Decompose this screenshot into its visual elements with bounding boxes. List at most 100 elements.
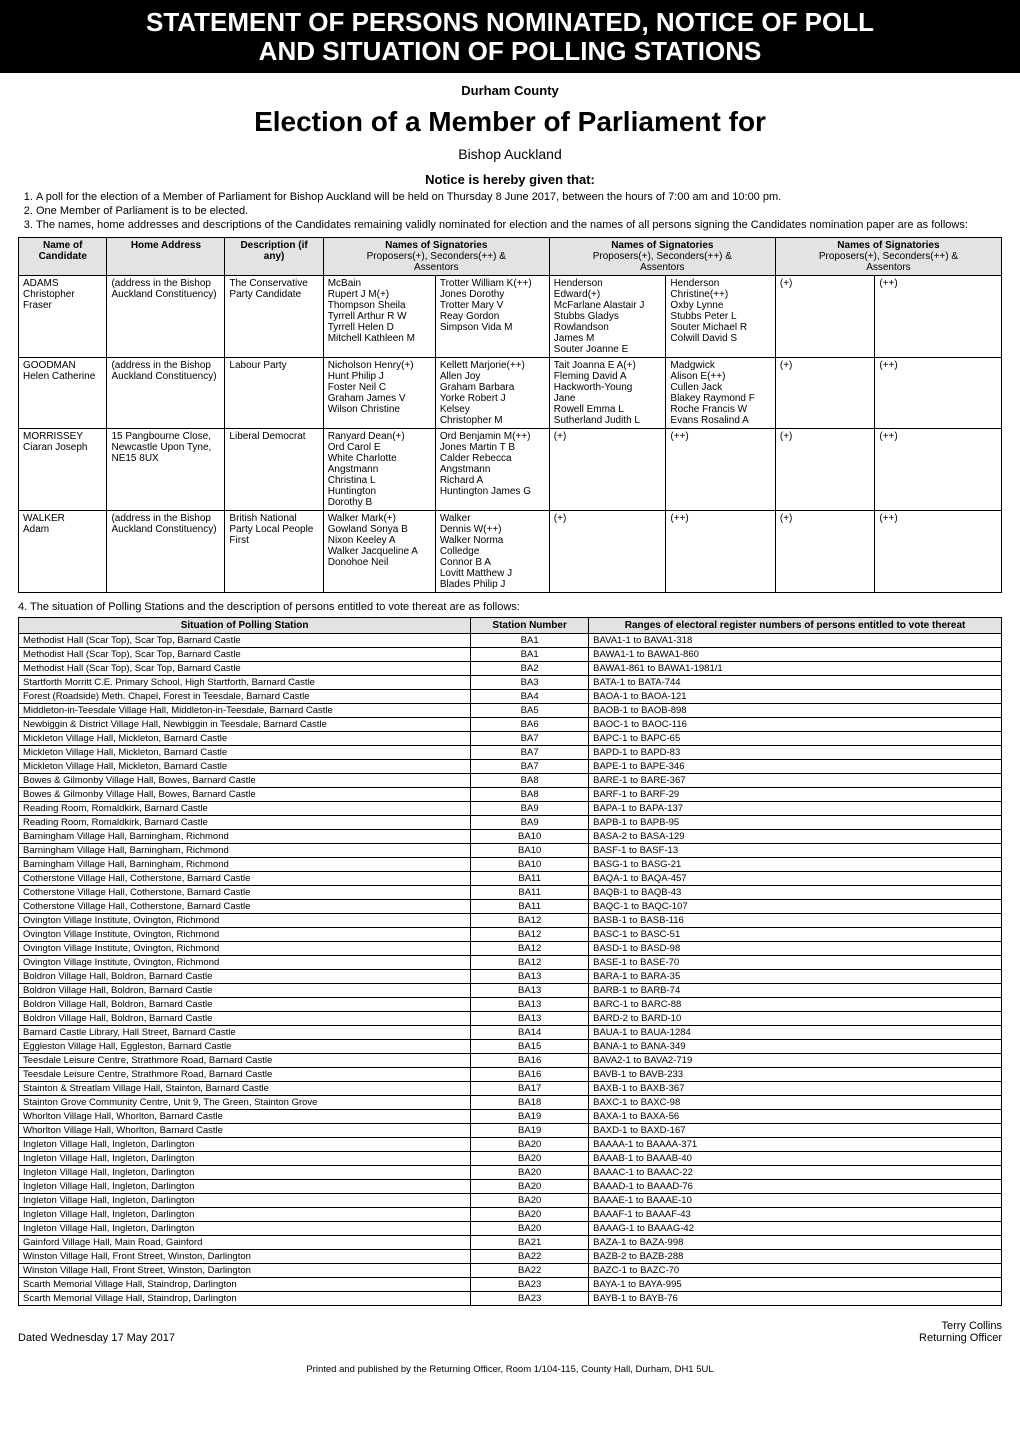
- station-number: BA20: [471, 1166, 589, 1180]
- station-range: BAVA2-1 to BAVA2-719: [589, 1054, 1002, 1068]
- th-desc: Description (if any): [225, 238, 323, 276]
- cand-address: (address in the Bishop Auckland Constitu…: [107, 358, 225, 429]
- station-situation: Ingleton Village Hall, Ingleton, Darling…: [19, 1194, 471, 1208]
- cand-sig3a: (+): [775, 511, 875, 593]
- station-situation: Ovington Village Institute, Ovington, Ri…: [19, 956, 471, 970]
- station-range: BAAAE-1 to BAAAE-10: [589, 1194, 1002, 1208]
- station-range: BAOC-1 to BAOC-116: [589, 718, 1002, 732]
- station-number: BA12: [471, 956, 589, 970]
- cand-name: ADAMSChristopher Fraser: [19, 276, 107, 358]
- station-situation: Startforth Morritt C.E. Primary School, …: [19, 676, 471, 690]
- station-number: BA15: [471, 1040, 589, 1054]
- station-range: BAAAB-1 to BAAAB-40: [589, 1152, 1002, 1166]
- station-number: BA12: [471, 942, 589, 956]
- station-range: BAYB-1 to BAYB-76: [589, 1292, 1002, 1306]
- station-number: BA22: [471, 1250, 589, 1264]
- station-range: BASE-1 to BASE-70: [589, 956, 1002, 970]
- station-number: BA21: [471, 1236, 589, 1250]
- station-range: BAZC-1 to BAZC-70: [589, 1264, 1002, 1278]
- station-row: Cotherstone Village Hall, Cotherstone, B…: [19, 872, 1002, 886]
- station-number: BA1: [471, 648, 589, 662]
- station-row: Mickleton Village Hall, Mickleton, Barna…: [19, 746, 1002, 760]
- station-situation: Methodist Hall (Scar Top), Scar Top, Bar…: [19, 662, 471, 676]
- station-range: BAYA-1 to BAYA-995: [589, 1278, 1002, 1292]
- station-situation: Winston Village Hall, Front Street, Wins…: [19, 1264, 471, 1278]
- cand-sig1a: Nicholson Henry(+) Hunt Philip J Foster …: [323, 358, 435, 429]
- station-range: BAPB-1 to BAPB-95: [589, 816, 1002, 830]
- station-situation: Mickleton Village Hall, Mickleton, Barna…: [19, 746, 471, 760]
- banner: STATEMENT OF PERSONS NOMINATED, NOTICE O…: [0, 0, 1020, 73]
- station-range: BANA-1 to BANA-349: [589, 1040, 1002, 1054]
- station-number: BA9: [471, 802, 589, 816]
- page-body: Durham County Election of a Member of Pa…: [0, 73, 1020, 1385]
- station-row: Methodist Hall (Scar Top), Scar Top, Bar…: [19, 634, 1002, 648]
- station-row: Teesdale Leisure Centre, Strathmore Road…: [19, 1068, 1002, 1082]
- th-situation: Situation of Polling Station: [19, 618, 471, 634]
- station-situation: Boldron Village Hall, Boldron, Barnard C…: [19, 984, 471, 998]
- station-number: BA11: [471, 872, 589, 886]
- station-row: Whorlton Village Hall, Whorlton, Barnard…: [19, 1110, 1002, 1124]
- station-row: Bowes & Gilmonby Village Hall, Bowes, Ba…: [19, 788, 1002, 802]
- cand-sig3b: (++): [875, 358, 1002, 429]
- station-situation: Barningham Village Hall, Barningham, Ric…: [19, 844, 471, 858]
- cand-sig3a: (+): [775, 358, 875, 429]
- station-row: Boldron Village Hall, Boldron, Barnard C…: [19, 998, 1002, 1012]
- station-number: BA11: [471, 900, 589, 914]
- station-row: Reading Room, Romaldkirk, Barnard Castle…: [19, 816, 1002, 830]
- station-range: BAUA-1 to BAUA-1284: [589, 1026, 1002, 1040]
- station-situation: Scarth Memorial Village Hall, Staindrop,…: [19, 1278, 471, 1292]
- station-situation: Mickleton Village Hall, Mickleton, Barna…: [19, 732, 471, 746]
- station-number: BA23: [471, 1278, 589, 1292]
- station-row: Cotherstone Village Hall, Cotherstone, B…: [19, 900, 1002, 914]
- cand-name: GOODMANHelen Catherine: [19, 358, 107, 429]
- notice-list: A poll for the election of a Member of P…: [36, 191, 1002, 231]
- station-number: BA13: [471, 1012, 589, 1026]
- station-range: BARC-1 to BARC-88: [589, 998, 1002, 1012]
- station-situation: Barningham Village Hall, Barningham, Ric…: [19, 830, 471, 844]
- station-range: BAXA-1 to BAXA-56: [589, 1110, 1002, 1124]
- station-range: BAPE-1 to BAPE-346: [589, 760, 1002, 774]
- cand-sig2a: (+): [549, 429, 666, 511]
- cand-sig3b: (++): [875, 511, 1002, 593]
- banner-title: STATEMENT OF PERSONS NOMINATED, NOTICE O…: [0, 8, 1020, 65]
- cand-sig2b: Madgwick Alison E(++) Cullen Jack Blakey…: [666, 358, 775, 429]
- cand-address: (address in the Bishop Auckland Constitu…: [107, 276, 225, 358]
- station-range: BARF-1 to BARF-29: [589, 788, 1002, 802]
- station-situation: Gainford Village Hall, Main Road, Gainfo…: [19, 1236, 471, 1250]
- th-name: Name of Candidate: [19, 238, 107, 276]
- station-number: BA3: [471, 676, 589, 690]
- station-situation: Ovington Village Institute, Ovington, Ri…: [19, 914, 471, 928]
- station-number: BA20: [471, 1180, 589, 1194]
- cand-desc: Liberal Democrat: [225, 429, 323, 511]
- station-number: BA20: [471, 1138, 589, 1152]
- station-situation: Ingleton Village Hall, Ingleton, Darling…: [19, 1180, 471, 1194]
- station-range: BAVB-1 to BAVB-233: [589, 1068, 1002, 1082]
- station-row: Ingleton Village Hall, Ingleton, Darling…: [19, 1208, 1002, 1222]
- station-number: BA7: [471, 732, 589, 746]
- station-range: BARD-2 to BARD-10: [589, 1012, 1002, 1026]
- station-number: BA8: [471, 774, 589, 788]
- cand-sig3b: (++): [875, 276, 1002, 358]
- station-range: BARB-1 to BARB-74: [589, 984, 1002, 998]
- station-number: BA11: [471, 886, 589, 900]
- station-number: BA13: [471, 970, 589, 984]
- cand-sig3a: (+): [775, 429, 875, 511]
- candidate-row: MORRISSEYCiaran Joseph15 Pangbourne Clos…: [19, 429, 1002, 511]
- station-range: BAAAG-1 to BAAAG-42: [589, 1222, 1002, 1236]
- station-situation: Ovington Village Institute, Ovington, Ri…: [19, 928, 471, 942]
- station-row: Stainton & Streatlam Village Hall, Stain…: [19, 1082, 1002, 1096]
- station-situation: Barningham Village Hall, Barningham, Ric…: [19, 858, 471, 872]
- station-number: BA16: [471, 1068, 589, 1082]
- candidate-row: ADAMSChristopher Fraser(address in the B…: [19, 276, 1002, 358]
- station-row: Middleton-in-Teesdale Village Hall, Midd…: [19, 704, 1002, 718]
- station-range: BAVA1-1 to BAVA1-318: [589, 634, 1002, 648]
- station-number: BA18: [471, 1096, 589, 1110]
- station-row: Cotherstone Village Hall, Cotherstone, B…: [19, 886, 1002, 900]
- station-number: BA17: [471, 1082, 589, 1096]
- station-situation: Methodist Hall (Scar Top), Scar Top, Bar…: [19, 634, 471, 648]
- station-situation: Ingleton Village Hall, Ingleton, Darling…: [19, 1208, 471, 1222]
- station-number: BA8: [471, 788, 589, 802]
- station-number: BA10: [471, 844, 589, 858]
- station-row: Barningham Village Hall, Barningham, Ric…: [19, 858, 1002, 872]
- station-situation: Ingleton Village Hall, Ingleton, Darling…: [19, 1152, 471, 1166]
